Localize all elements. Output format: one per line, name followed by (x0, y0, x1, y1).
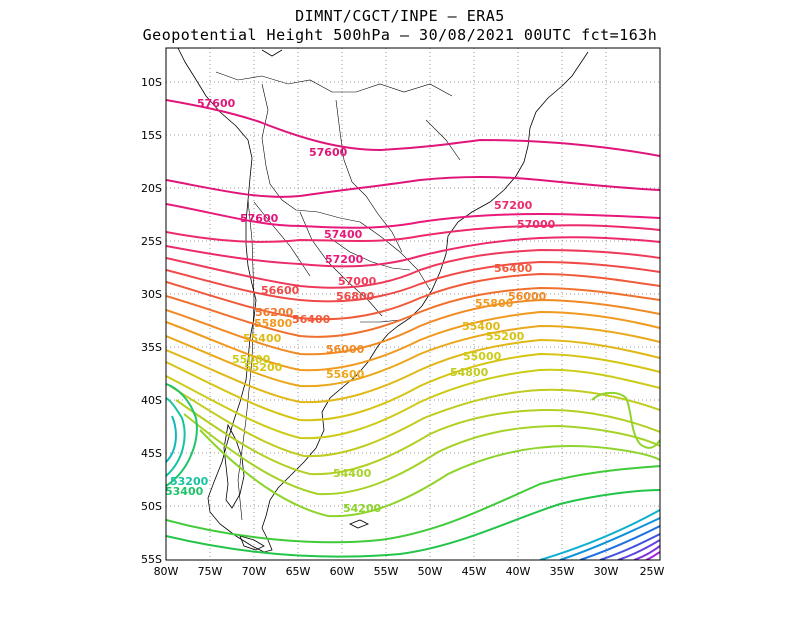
x-tick-label: 35W (550, 565, 575, 578)
contour-label: 56800 (336, 290, 375, 303)
contour-label: 57600 (197, 97, 236, 110)
contour-label: 57600 (240, 212, 279, 225)
contour-label: 57000 (517, 218, 556, 231)
y-tick-label: 20S (141, 182, 162, 195)
y-tick-label: 35S (141, 341, 162, 354)
contour-label: 56400 (494, 262, 533, 275)
contour-label: 56400 (292, 313, 331, 326)
x-tick-label: 55W (374, 565, 399, 578)
contour-label: 55400 (243, 332, 282, 345)
contour-label: 57000 (338, 275, 377, 288)
contour-label: 55800 (254, 317, 293, 330)
x-tick-label: 25W (640, 565, 665, 578)
y-axis: 10S 15S 20S 25S 30S 35S 40S 45S 50S 55S (141, 76, 162, 566)
contour-label: 53200 (170, 475, 209, 488)
y-tick-label: 40S (141, 394, 162, 407)
y-tick-label: 30S (141, 288, 162, 301)
x-tick-label: 80W (154, 565, 179, 578)
contour-label: 57400 (324, 228, 363, 241)
contour-label: 54200 (343, 502, 382, 515)
contour-label: 57200 (325, 253, 364, 266)
contour-label: 55600 (326, 368, 365, 381)
y-tick-label: 15S (141, 129, 162, 142)
y-tick-label: 25S (141, 235, 162, 248)
x-tick-label: 65W (286, 565, 311, 578)
y-tick-label: 55S (141, 553, 162, 566)
y-tick-label: 10S (141, 76, 162, 89)
x-tick-label: 40W (506, 565, 531, 578)
contour-label: 55800 (475, 297, 514, 310)
y-tick-label: 45S (141, 447, 162, 460)
contour-label: 55200 (486, 330, 525, 343)
contour-label: 56600 (261, 284, 300, 297)
x-tick-label: 50W (418, 565, 443, 578)
x-tick-label: 60W (330, 565, 355, 578)
geopotential-map: 57600 57600 57600 57400 57200 57200 5700… (0, 0, 800, 618)
contour-label: 55000 (232, 353, 271, 366)
x-tick-label: 70W (242, 565, 267, 578)
contour-label: 56000 (326, 343, 365, 356)
contour-label: 54800 (450, 366, 489, 379)
contour-label: 57200 (494, 199, 533, 212)
contour-label: 57600 (309, 146, 348, 159)
contour-label: 54400 (333, 467, 372, 480)
x-tick-label: 45W (462, 565, 487, 578)
height-contours (166, 100, 660, 560)
x-tick-label: 30W (594, 565, 619, 578)
x-axis: 80W 75W 70W 65W 60W 55W 50W 45W 40W 35W … (154, 565, 665, 578)
contour-label: 56000 (508, 290, 547, 303)
contour-label: 55000 (463, 350, 502, 363)
y-tick-label: 50S (141, 500, 162, 513)
x-tick-label: 75W (198, 565, 223, 578)
